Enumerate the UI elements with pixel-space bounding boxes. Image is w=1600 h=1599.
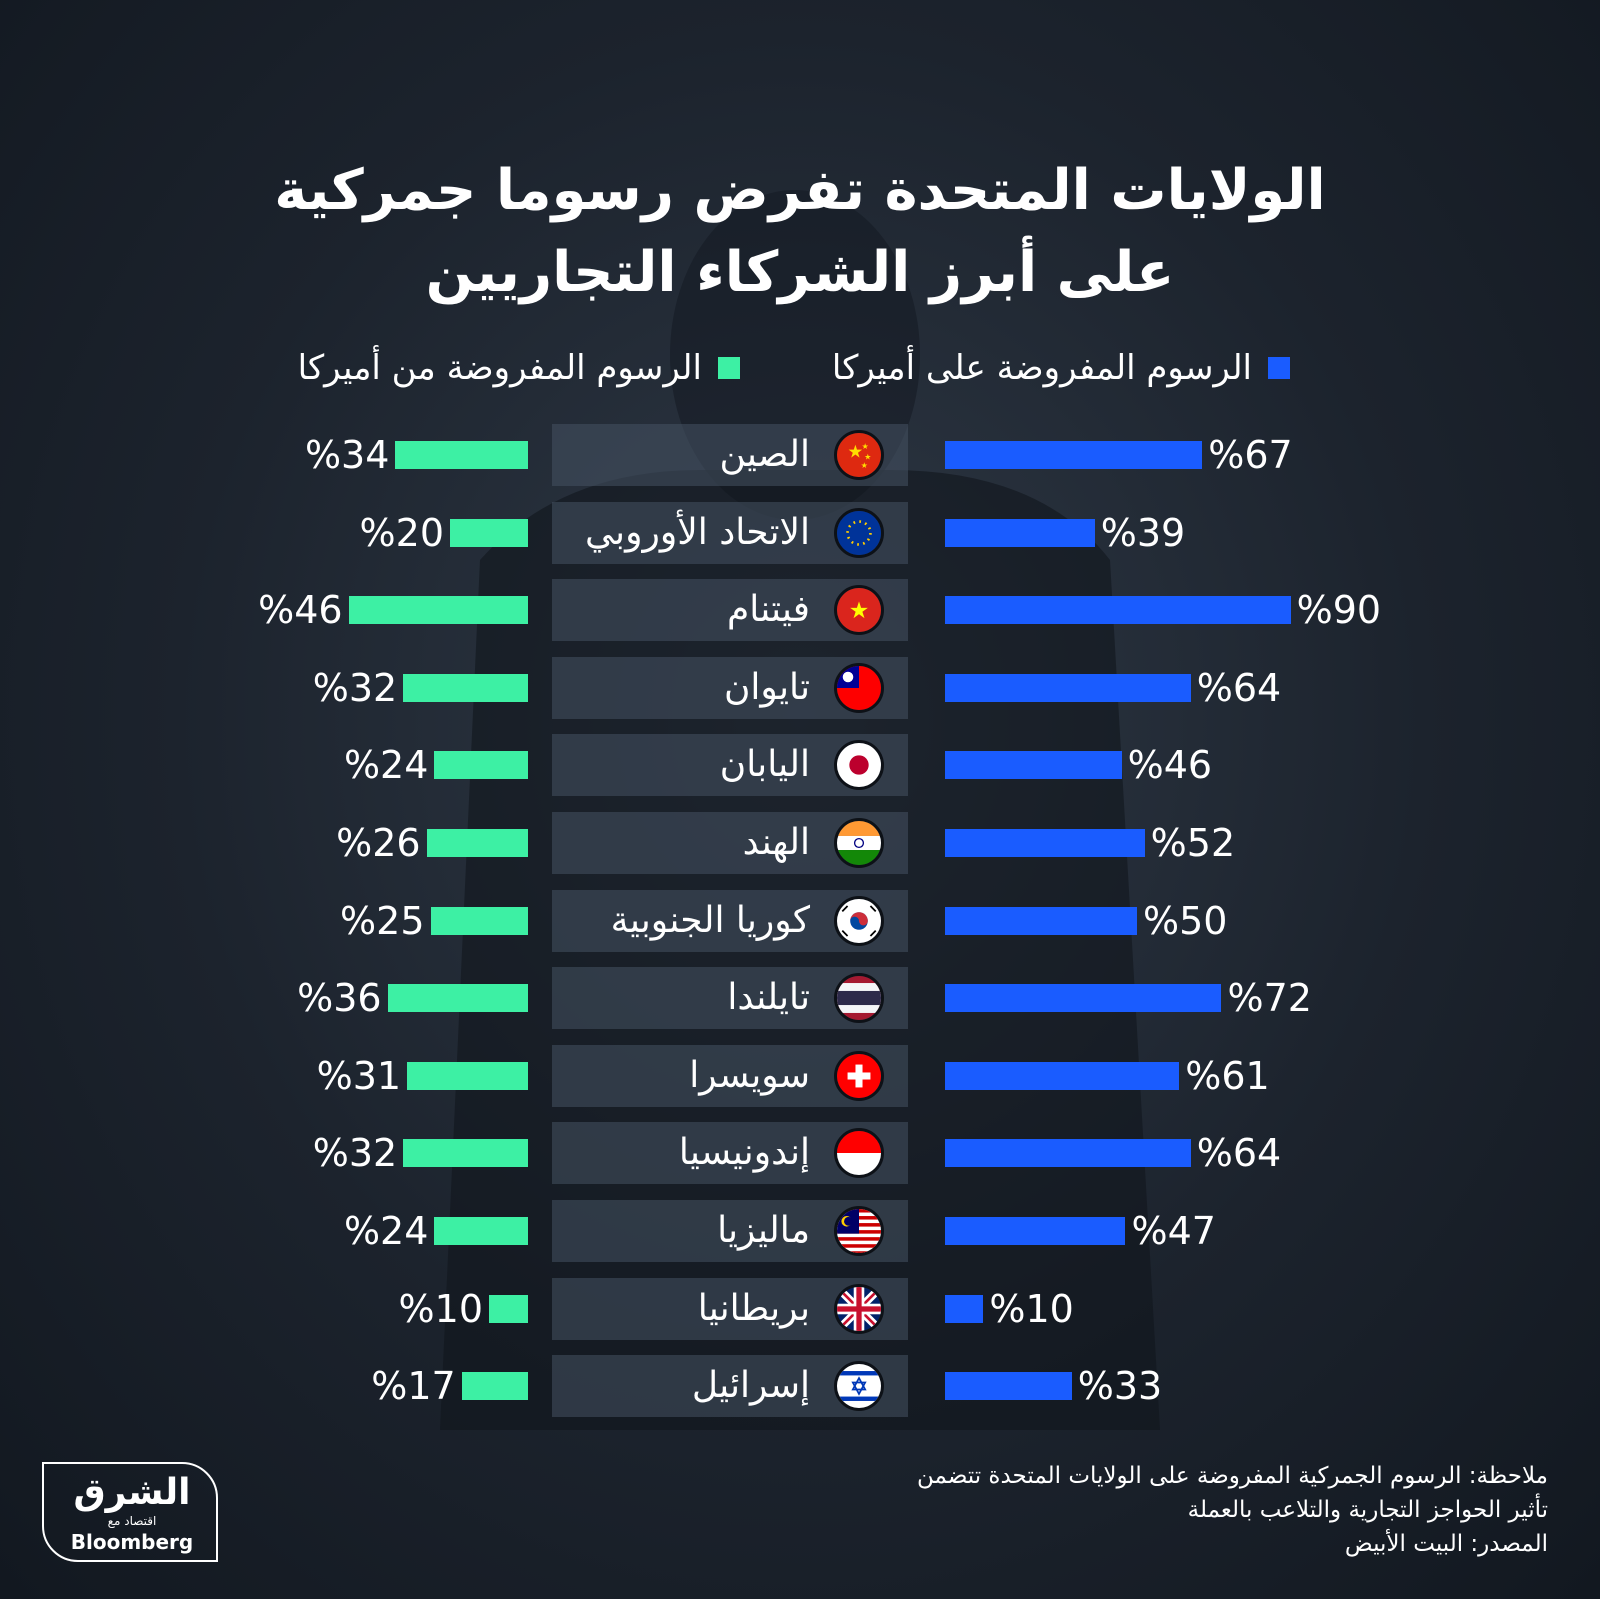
- value-label-from-us: %36: [297, 976, 382, 1021]
- value-label-from-us: %31: [316, 1053, 402, 1098]
- svg-text:★: ★: [864, 452, 871, 461]
- legend-label-from-us: الرسوم المفروضة من أميركا: [297, 348, 702, 388]
- legend-swatch-green: [718, 357, 740, 379]
- bar-on-us: [945, 1217, 1126, 1245]
- bar-from-us: [348, 596, 528, 625]
- value-label-from-us: %20: [359, 510, 444, 555]
- country-label: تايوان: [723, 666, 810, 708]
- footnote-source: المصدر: البيت الأبيض: [1344, 1531, 1548, 1557]
- country-label: فيتنام: [726, 589, 810, 631]
- logo-english-text: Bloomberg: [70, 1530, 194, 1554]
- indonesia-flag-icon: [834, 1128, 884, 1179]
- country-label: إسرائيل: [691, 1365, 810, 1407]
- bar-on-us: [945, 829, 1145, 857]
- value-label-on-us: %46: [1127, 743, 1213, 788]
- legend-item-on-us: الرسوم المفروضة على أميركا: [832, 346, 1290, 390]
- bar-from-us: [403, 1139, 528, 1168]
- bar-from-us: [387, 984, 528, 1013]
- value-label-on-us: %52: [1150, 821, 1236, 865]
- bar-from-us: [426, 829, 528, 857]
- value-label-on-us: %64: [1196, 665, 1282, 710]
- svg-text:★: ★: [861, 461, 868, 470]
- bar-from-us: [434, 1217, 528, 1245]
- bar-on-us: [945, 984, 1222, 1013]
- bar-from-us: [395, 441, 528, 469]
- legend-label-on-us: الرسوم المفروضة على أميركا: [831, 348, 1252, 388]
- thailand-flag-icon: [834, 973, 884, 1024]
- south-korea-flag-icon: [834, 895, 884, 946]
- value-label-from-us: %34: [304, 433, 390, 477]
- chart-title-line-1: الولايات المتحدة تفرض رسوما جمركية: [274, 158, 1326, 223]
- bar-on-us: [945, 751, 1122, 780]
- value-label-on-us: %64: [1196, 1131, 1282, 1176]
- svg-text:★: ★: [862, 442, 869, 451]
- legend-item-from-us: الرسوم المفروضة من أميركا: [298, 346, 740, 390]
- bar-on-us: [945, 441, 1203, 469]
- logo-sub-text: اقتصاد مع: [107, 1514, 157, 1528]
- bar-on-us: [945, 596, 1291, 625]
- value-label-on-us: %90: [1296, 588, 1382, 633]
- bar-from-us: [489, 1294, 528, 1323]
- value-label-on-us: %50: [1143, 898, 1228, 943]
- value-label-on-us: %72: [1227, 976, 1312, 1021]
- vietnam-flag-icon: ★: [834, 585, 884, 636]
- switzerland-flag-icon: [834, 1050, 884, 1101]
- value-label-from-us: %32: [312, 665, 398, 710]
- country-label: الصين: [719, 434, 810, 475]
- svg-text:★: ★: [849, 598, 870, 624]
- eu-flag-icon: [834, 507, 884, 558]
- value-label-on-us: %39: [1100, 510, 1186, 555]
- bar-on-us: [945, 1139, 1191, 1168]
- bar-from-us: [403, 673, 528, 702]
- value-label-on-us: %33: [1077, 1364, 1163, 1409]
- chart-title-line-2: على أبرز الشركاء التجاريين: [425, 240, 1175, 305]
- value-label-on-us: %61: [1185, 1053, 1270, 1098]
- bar-from-us: [450, 518, 528, 547]
- country-label: تايلندا: [727, 977, 810, 1019]
- bar-from-us: [461, 1372, 528, 1401]
- value-label-from-us: %24: [343, 1209, 429, 1253]
- malaysia-flag-icon: [834, 1206, 884, 1256]
- svg-text:★: ★: [848, 443, 864, 463]
- logo-arabic-text: الشرق: [73, 1472, 191, 1513]
- country-label: سويسرا: [689, 1054, 810, 1096]
- value-label-from-us: %25: [340, 898, 425, 943]
- country-label: كوريا الجنوبية: [610, 899, 810, 941]
- legend-swatch-blue: [1268, 357, 1290, 379]
- value-label-from-us: %24: [343, 743, 429, 788]
- asharq-bloomberg-logo: الشرق اقتصاد مع Bloomberg: [42, 1462, 218, 1562]
- bar-on-us: [945, 518, 1095, 547]
- value-label-from-us: %26: [336, 821, 421, 865]
- value-label-from-us: %10: [398, 1286, 483, 1331]
- value-label-on-us: %47: [1131, 1209, 1216, 1253]
- bar-from-us: [434, 751, 528, 780]
- bar-from-us: [430, 906, 528, 935]
- value-label-from-us: %17: [371, 1364, 456, 1409]
- bar-on-us: [945, 1061, 1180, 1090]
- country-label: اليابان: [719, 744, 810, 786]
- bar-on-us: [945, 906, 1137, 935]
- japan-flag-icon: [834, 740, 884, 791]
- footnote-note-line-2: تأثير الحواجز التجارية والتلاعب بالعملة: [1187, 1497, 1548, 1523]
- bar-on-us: [945, 1294, 984, 1323]
- india-flag-icon: [834, 818, 884, 868]
- value-label-from-us: %32: [312, 1131, 398, 1176]
- country-label: الاتحاد الأوروبي: [585, 511, 810, 553]
- value-label-on-us: %67: [1208, 433, 1293, 477]
- israel-flag-icon: [834, 1361, 884, 1412]
- country-label: بريطانيا: [697, 1287, 810, 1329]
- value-label-from-us: %46: [258, 588, 343, 633]
- country-label: الهند: [742, 822, 810, 863]
- country-label: ماليزيا: [717, 1210, 810, 1251]
- taiwan-flag-icon: [834, 662, 884, 713]
- country-label: إندونيسيا: [678, 1132, 810, 1174]
- bar-on-us: [945, 673, 1191, 702]
- value-label-on-us: %10: [989, 1286, 1074, 1331]
- china-flag-icon: ★ ★ ★ ★: [834, 430, 884, 480]
- uk-flag-icon: [834, 1283, 884, 1334]
- bar-from-us: [407, 1061, 528, 1090]
- footnote-note-line-1: ملاحظة: الرسوم الجمركية المفروضة على الو…: [917, 1463, 1548, 1489]
- bar-on-us: [945, 1372, 1072, 1401]
